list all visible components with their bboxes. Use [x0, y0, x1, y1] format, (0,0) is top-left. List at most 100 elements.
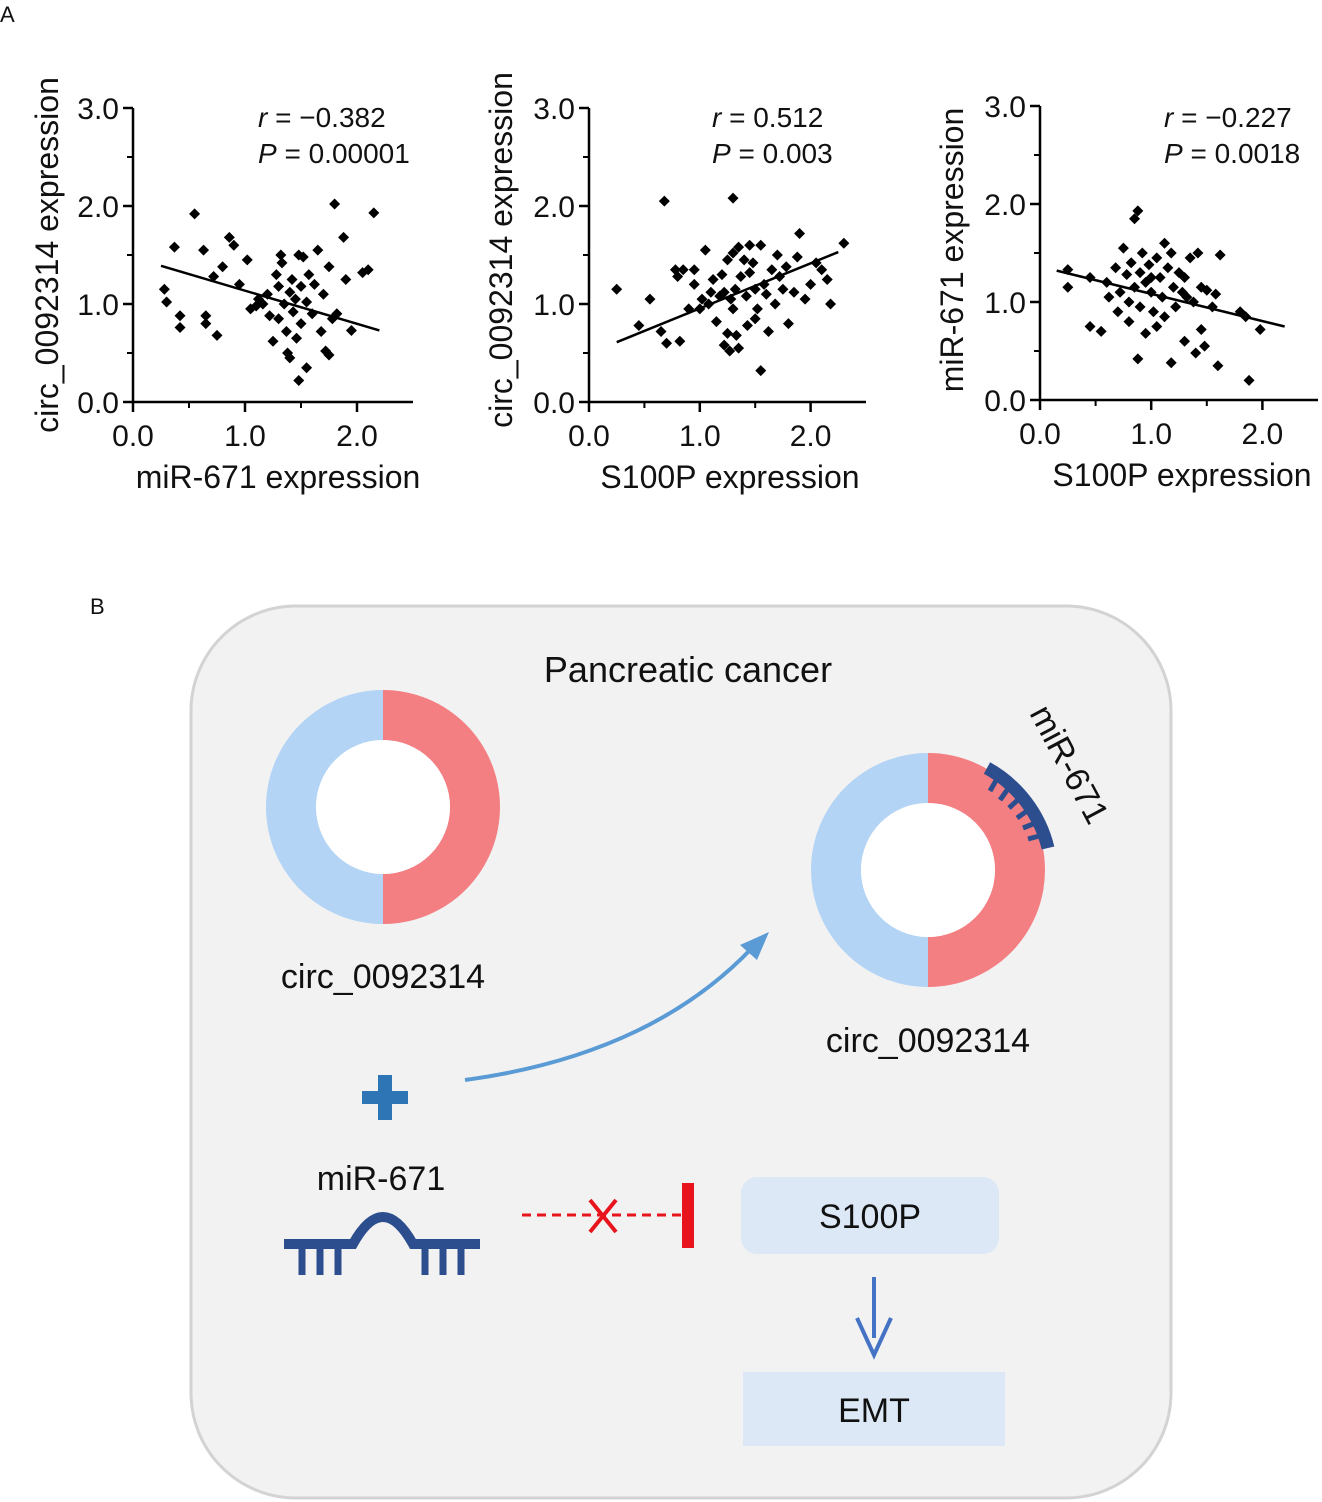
p-annotation: P = 0.00001 — [258, 138, 410, 169]
data-point — [749, 313, 761, 325]
p-annotation: P = 0.0018 — [1164, 138, 1300, 169]
data-point — [261, 288, 273, 300]
data-point — [724, 345, 736, 357]
data-point — [780, 261, 792, 273]
data-point — [1162, 262, 1174, 274]
circrna-left-label: circ_0092314 — [281, 958, 485, 996]
data-point — [1062, 281, 1074, 293]
y-axis-label: miR-671 expression — [934, 108, 970, 393]
data-point — [174, 322, 186, 334]
data-point — [275, 249, 287, 261]
data-point — [749, 283, 761, 295]
data-point — [284, 352, 296, 364]
bound-mirna-backbone — [983, 762, 1055, 850]
data-point — [1145, 286, 1157, 298]
data-point — [331, 308, 343, 320]
data-point — [672, 271, 684, 283]
data-point — [200, 310, 212, 322]
data-point — [644, 293, 656, 305]
data-point — [1240, 311, 1252, 323]
data-point — [1184, 252, 1196, 264]
data-point — [703, 298, 715, 310]
y-tick-label: 1.0 — [77, 289, 119, 322]
data-point — [198, 244, 210, 256]
p-annotation: P = 0.003 — [712, 138, 833, 169]
data-point — [1210, 288, 1222, 300]
circrna-right-label: circ_0092314 — [826, 1022, 1030, 1060]
data-point — [1170, 301, 1182, 313]
data-point — [722, 327, 733, 339]
data-point — [688, 264, 700, 276]
data-point — [1143, 259, 1155, 271]
data-point — [1254, 323, 1266, 335]
panel-label-b: B — [90, 594, 105, 619]
data-point — [287, 306, 299, 318]
data-point — [189, 208, 201, 220]
data-point — [1132, 353, 1144, 365]
data-point — [1129, 281, 1141, 293]
free-mirna-label: miR-671 — [317, 1160, 445, 1198]
data-point — [1125, 257, 1137, 269]
data-point — [1159, 237, 1171, 249]
data-point — [303, 269, 315, 281]
inhibition-cross-2 — [588, 1198, 618, 1234]
y-tick-label: 0.0 — [77, 387, 119, 420]
data-point — [658, 195, 670, 207]
data-point — [805, 278, 817, 290]
data-point — [276, 257, 288, 269]
data-point — [633, 320, 645, 332]
data-point — [760, 288, 772, 300]
data-point — [825, 298, 837, 310]
data-point — [1201, 284, 1213, 296]
data-point — [1151, 252, 1163, 264]
data-point — [315, 325, 327, 337]
scatter-chart-3: 0.0 1.0 2.0 3.0 0.0 1.0 2.0 S100P expression miR… — [934, 91, 1318, 493]
data-point — [611, 283, 623, 295]
data-point — [655, 325, 667, 337]
blocked-inhibition-icon — [522, 1183, 694, 1248]
data-point — [1084, 321, 1096, 332]
data-point — [158, 283, 170, 295]
free-mirna-teeth — [298, 1244, 465, 1275]
data-point — [716, 269, 728, 281]
x-axis-label: S100P expression — [1052, 457, 1311, 493]
data-point — [1121, 269, 1133, 281]
data-point — [286, 274, 298, 285]
data-point — [278, 298, 290, 310]
data-point — [727, 247, 739, 259]
data-point — [1147, 306, 1159, 318]
data-point — [733, 342, 745, 354]
free-mirna-icon — [284, 1212, 480, 1275]
data-point — [727, 303, 739, 315]
cell-label: Pancreatic cancer — [544, 649, 832, 690]
data-point — [1117, 242, 1129, 254]
data-point — [1206, 301, 1218, 313]
data-point — [718, 339, 730, 351]
data-point — [217, 261, 229, 273]
plus-icon — [362, 1075, 408, 1120]
data-point — [200, 318, 212, 330]
data-point — [264, 310, 276, 322]
data-point — [769, 298, 781, 310]
data-point — [1181, 291, 1193, 303]
data-point — [744, 239, 756, 251]
data-point — [694, 303, 706, 315]
data-point — [308, 278, 320, 290]
data-point — [1165, 357, 1177, 369]
data-point — [755, 239, 767, 251]
ring-left-red-half — [383, 690, 500, 924]
x-tick-label: 2.0 — [790, 420, 832, 453]
y-tick-label: 1.0 — [533, 289, 575, 322]
data-point — [168, 241, 180, 253]
y-axis-label: circ_0092314 expression — [29, 77, 65, 433]
data-point — [267, 335, 279, 347]
emt-label: EMT — [838, 1392, 910, 1430]
data-point — [1134, 267, 1146, 279]
data-point — [257, 298, 269, 310]
data-point — [273, 280, 285, 292]
x-tick-label: 2.0 — [1242, 418, 1284, 451]
data-point — [1112, 306, 1124, 318]
data-point — [1154, 272, 1166, 283]
data-point — [661, 337, 673, 349]
